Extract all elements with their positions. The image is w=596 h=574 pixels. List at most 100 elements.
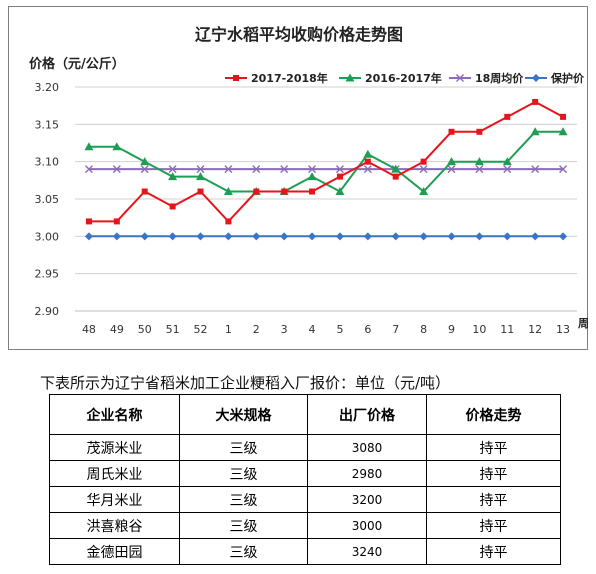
data-point — [363, 232, 372, 241]
y-tick-label: 2.90 — [35, 305, 60, 318]
legend-marker — [233, 75, 239, 81]
cell-trend: 持平 — [426, 434, 561, 461]
cell-grade: 三级 — [179, 460, 308, 487]
data-point — [559, 165, 568, 174]
data-point — [504, 113, 511, 120]
cell-company: 金德田园 — [49, 538, 180, 565]
data-point — [168, 232, 177, 241]
cell-company: 华月米业 — [49, 486, 180, 513]
cell-price: 3000 — [307, 512, 427, 539]
x-tick-label: 8 — [420, 323, 427, 336]
data-point — [307, 172, 317, 181]
data-point — [335, 187, 345, 196]
cell-company: 周氏米业 — [49, 460, 180, 487]
data-point — [197, 188, 204, 195]
data-point — [309, 188, 316, 195]
data-point — [224, 165, 233, 174]
legend-marker — [345, 73, 355, 82]
cell-grade: 三级 — [179, 512, 308, 539]
cell-grade: 三级 — [179, 434, 308, 461]
x-tick-label: 7 — [392, 323, 399, 336]
x-tick-label: 51 — [166, 323, 180, 336]
data-point — [196, 172, 205, 181]
data-point — [532, 98, 539, 105]
chart-frame: 辽宁水稻平均收购价格走势图 价格（元/公斤） 2.90 2.95 3.00 3.05 3.1… — [8, 6, 589, 350]
y-tick-label: 3.10 — [35, 156, 60, 169]
x-tick-label: 13 — [556, 323, 570, 336]
data-point — [141, 188, 148, 195]
data-point — [85, 218, 92, 225]
data-point — [84, 142, 94, 151]
data-point — [419, 165, 428, 174]
data-point — [112, 142, 122, 151]
legend-marker — [456, 74, 464, 82]
data-point — [559, 232, 568, 241]
data-point — [169, 203, 176, 210]
data-point — [503, 165, 512, 174]
table-row: 周氏米业 三级 2980 持平 — [49, 460, 561, 487]
cell-trend: 持平 — [426, 538, 561, 565]
data-point — [447, 232, 456, 241]
data-point — [112, 232, 121, 241]
x-tick-label: 11 — [500, 323, 514, 336]
series-line — [88, 100, 564, 223]
x-tick-label: 50 — [138, 323, 152, 336]
data-point — [335, 232, 344, 241]
x-tick-label: 1 — [225, 323, 232, 336]
legend-label: 18周均价 — [475, 71, 524, 85]
x-tick-label: 4 — [309, 323, 316, 336]
data-point — [420, 158, 427, 165]
data-point — [419, 232, 428, 241]
data-point — [475, 165, 484, 174]
y-tick-label: 3.20 — [35, 81, 60, 94]
data-point — [531, 232, 540, 241]
data-point — [252, 165, 261, 174]
y-tick-label: 3.15 — [35, 118, 60, 131]
data-point — [474, 157, 484, 166]
x-tick-label: 49 — [110, 323, 124, 336]
x-tick-label: 12 — [528, 323, 542, 336]
data-point — [253, 188, 260, 195]
cell-trend: 持平 — [426, 486, 561, 513]
data-point — [364, 158, 371, 165]
data-point — [558, 127, 568, 136]
data-point — [112, 165, 121, 174]
x-tick-label: 9 — [448, 323, 455, 336]
price-table: 企业名称 大米规格 出厂价格 价格走势 茂源米业 三级 3080 持平 周氏米业… — [49, 394, 561, 565]
legend-label: 保护价 — [550, 71, 585, 85]
x-tick-label: 48 — [82, 323, 96, 336]
data-point — [196, 165, 205, 174]
data-point — [447, 157, 456, 166]
x-tick-label: 6 — [364, 323, 371, 336]
y-tick-label: 3.05 — [35, 193, 60, 206]
data-point — [140, 165, 149, 174]
data-point — [280, 165, 289, 174]
table-row: 金德田园 三级 3240 持平 — [49, 538, 561, 565]
table-row: 华月米业 三级 3200 持平 — [49, 486, 561, 513]
y-tick-label: 3.00 — [35, 230, 60, 243]
data-point — [560, 113, 567, 120]
cell-company: 茂源米业 — [49, 434, 180, 461]
data-point — [530, 127, 540, 136]
data-point — [503, 232, 512, 241]
chart-title: 辽宁水稻平均收购价格走势图 — [195, 25, 403, 44]
table-row: 茂源米业 三级 3080 持平 — [49, 434, 561, 461]
data-point — [335, 165, 344, 174]
table-header-row: 企业名称 大米规格 出厂价格 价格走势 — [49, 394, 561, 435]
x-tick-label: 2 — [253, 323, 260, 336]
data-point — [113, 218, 120, 225]
data-point — [281, 188, 288, 195]
data-point — [502, 157, 512, 166]
data-point — [419, 187, 429, 196]
y-axis-label: 价格（元/公斤） — [29, 56, 125, 72]
data-point — [84, 232, 93, 241]
data-point — [392, 173, 399, 180]
cell-price: 2980 — [307, 460, 427, 487]
data-point — [280, 232, 289, 241]
data-point — [196, 232, 205, 241]
legend-label: 2017-2018年 — [251, 71, 328, 85]
data-point — [391, 164, 401, 173]
data-point — [363, 165, 372, 174]
cell-grade: 三级 — [179, 486, 308, 513]
